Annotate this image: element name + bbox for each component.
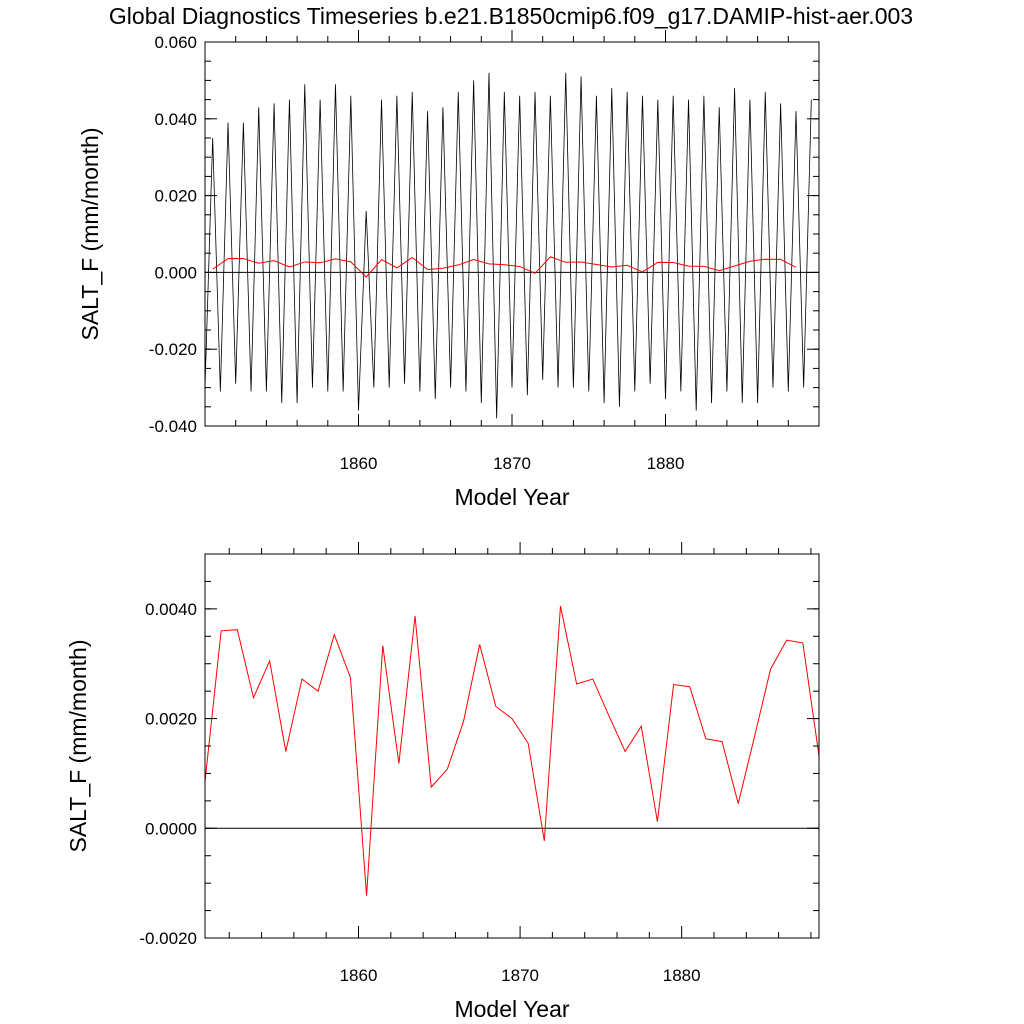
top-y-tick-label: -0.040	[149, 417, 197, 436]
bottom-y-tick-label: 0.0040	[145, 600, 197, 619]
top-y-tick-label: -0.020	[149, 340, 197, 359]
chart-title: Global Diagnostics Timeseries b.e21.B185…	[109, 3, 913, 29]
top-x-tick-label: 1880	[647, 454, 685, 473]
bottom-x-tick-label: 1860	[340, 966, 378, 985]
bottom-x-tick-label: 1880	[663, 966, 701, 985]
top-panel: -0.040 -0.020 0.000 0.020 0.040 0.060 1860 1870…	[77, 30, 820, 510]
bottom-ticks: -0.0020 0.0000 0.0020 0.0040 1860 1870 1880	[139, 542, 819, 985]
bottom-y-axis-label: SALT_F (mm/month)	[65, 640, 91, 853]
top-y-tick-label: 0.000	[154, 263, 197, 282]
bottom-y-tick-label: 0.0000	[145, 819, 197, 838]
bottom-plot-frame	[204, 553, 820, 939]
bottom-plot-area	[204, 606, 820, 896]
top-ticks: -0.040 -0.020 0.000 0.020 0.040 0.060 1860 1870…	[149, 30, 819, 473]
bottom-panel: -0.0020 0.0000 0.0020 0.0040 1860 1870 1880 Mo…	[65, 542, 820, 1022]
bottom-y-tick-label: 0.0020	[145, 710, 197, 729]
top-y-tick-label: 0.040	[154, 110, 197, 129]
top-x-axis-label: Model Year	[454, 484, 569, 510]
bottom-x-tick-label: 1870	[501, 966, 539, 985]
top-plot-area	[204, 72, 819, 419]
top-y-axis-label: SALT_F (mm/month)	[77, 128, 103, 341]
top-y-tick-label: 0.060	[154, 33, 197, 52]
top-plot-frame	[204, 41, 820, 427]
top-y-tick-label: 0.020	[154, 187, 197, 206]
top-x-tick-label: 1870	[493, 454, 531, 473]
top-series-monthly-line	[204, 72, 812, 419]
bottom-series-annual-line	[204, 606, 820, 896]
bottom-y-tick-label: -0.0020	[139, 929, 197, 948]
top-x-tick-label: 1860	[340, 454, 378, 473]
bottom-x-axis-label: Model Year	[454, 996, 569, 1022]
top-series-annual-line	[212, 256, 797, 278]
